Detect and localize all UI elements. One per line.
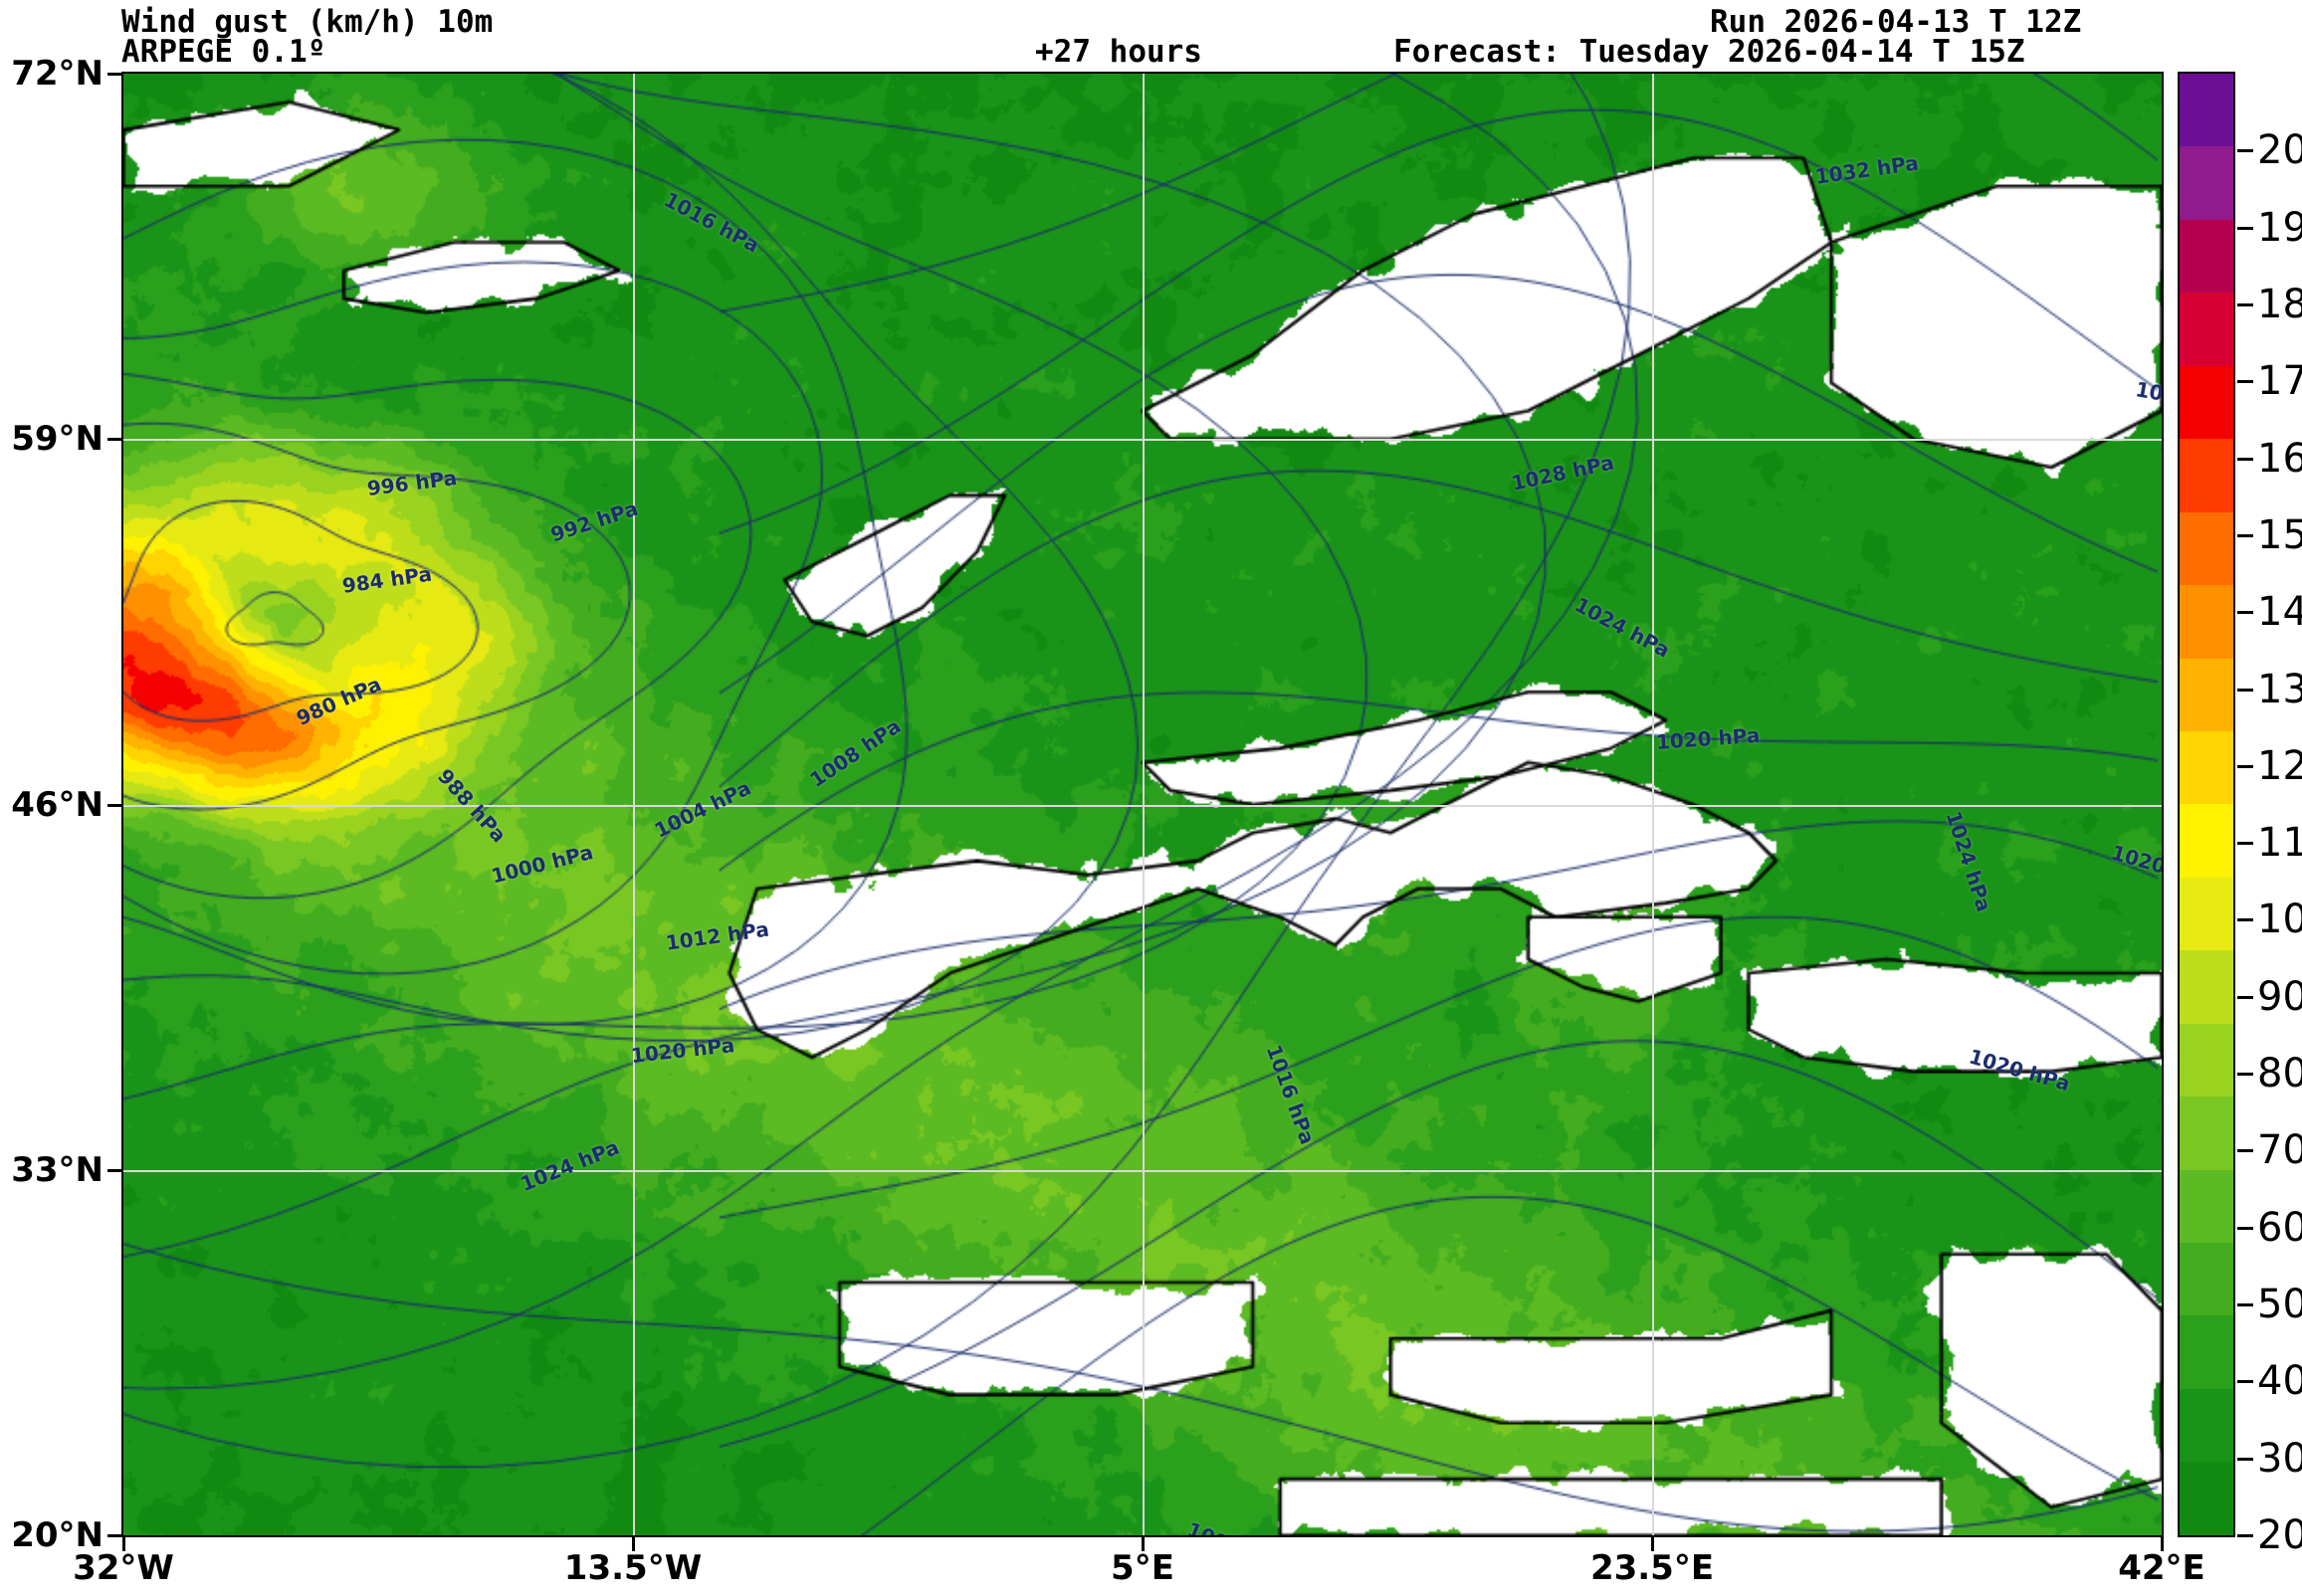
y-axis-tick [107,73,121,76]
colorbar-band [2180,365,2233,440]
colorbar-tick [2237,149,2253,153]
colorbar-tick [2237,380,2253,384]
colorbar-band [2180,293,2233,366]
x-axis-tick-label: 42°E [2118,1548,2205,1588]
lead-time-label: +27 hours [1035,34,1202,70]
colorbar-band [2180,730,2233,805]
colorbar-tick-label: 180 [2257,281,2302,327]
colorbar-band [2180,439,2233,512]
y-axis-tick [107,438,121,442]
colorbar-band [2180,877,2233,951]
colorbar-tick [2237,1534,2253,1537]
colorbar [2178,72,2235,1537]
colorbar-tick-label: 50 [2257,1282,2302,1328]
colorbar-band [2180,585,2233,659]
colorbar-tick [2237,457,2253,461]
colorbar-tick-label: 100 [2257,897,2302,943]
colorbar-band [2180,219,2233,294]
colorbar-tick-label: 200 [2257,127,2302,174]
x-axis-tick [122,1537,125,1551]
colorbar-tick [2237,1457,2253,1461]
colorbar-tick-label: 80 [2257,1051,2302,1097]
colorbar-band [2180,1388,2233,1463]
colorbar-band [2180,1097,2233,1170]
colorbar-tick [2237,688,2253,692]
x-axis-tick [1142,1537,1145,1551]
colorbar-band [2180,1169,2233,1243]
x-axis-tick-label: 5°E [1111,1548,1174,1588]
colorbar-tick-label: 190 [2257,204,2302,251]
y-axis-tick-label: 72°N [11,54,104,94]
colorbar-band [2180,511,2233,586]
x-axis-tick-label: 23.5°E [1589,1548,1715,1588]
colorbar-tick-label: 90 [2257,973,2302,1020]
colorbar-tick-label: 160 [2257,435,2302,482]
colorbar-tick-label: 140 [2257,589,2302,636]
run-timestamp-label: Run 2026-04-13 T 12Z [1710,4,2082,40]
colorbar-tick [2237,842,2253,846]
colorbar-tick-label: 150 [2257,511,2302,558]
colorbar-band [2180,950,2233,1024]
colorbar-band [2180,658,2233,731]
colorbar-band [2180,1462,2233,1535]
y-axis-tick-label: 46°N [11,784,104,825]
colorbar-tick-label: 110 [2257,820,2302,867]
wind-gust-field [123,74,2162,1535]
y-axis-tick-label: 59°N [11,419,104,460]
page-title: Wind gust (km/h) 10m [121,4,494,40]
y-axis-tick-label: 20°N [11,1515,104,1555]
colorbar-tick [2237,533,2253,537]
colorbar-tick [2237,1073,2253,1077]
x-axis-tick [2161,1537,2164,1551]
colorbar-band [2180,146,2233,220]
x-axis-tick [1651,1537,1654,1551]
y-axis-tick [107,1534,121,1537]
colorbar-band [2180,1243,2233,1316]
colorbar-tick [2237,226,2253,230]
model-label: ARPEGE 0.1º [121,34,326,70]
colorbar-tick [2237,1380,2253,1384]
y-axis-tick-label: 33°N [11,1149,104,1190]
colorbar-tick [2237,764,2253,768]
colorbar-tick [2237,611,2253,615]
y-axis-tick [107,1168,121,1172]
colorbar-tick-label: 40 [2257,1358,2302,1405]
colorbar-tick-label: 20 [2257,1512,2302,1558]
x-axis-tick-label: 32°W [73,1548,174,1588]
colorbar-tick [2237,995,2253,999]
x-axis-tick-label: 13.5°W [563,1548,703,1588]
colorbar-band [2180,74,2233,147]
colorbar-tick-label: 30 [2257,1435,2302,1482]
colorbar-band [2180,1023,2233,1097]
map-plot-area[interactable]: 1016 hPa 1032 hPa 996 hPa 992 hPa 984 hPa 980… [121,72,2164,1537]
colorbar-tick [2237,1149,2253,1153]
colorbar-tick-label: 60 [2257,1204,2302,1251]
forecast-valid-label: Forecast: Tuesday 2026-04-14 T 15Z [1393,34,2025,70]
colorbar-tick [2237,1226,2253,1230]
y-axis-tick [107,803,121,807]
colorbar-band [2180,804,2233,878]
colorbar-tick [2237,1303,2253,1307]
colorbar-tick-label: 170 [2257,358,2302,405]
x-axis-tick [632,1537,635,1551]
colorbar-tick [2237,302,2253,306]
colorbar-tick-label: 70 [2257,1127,2302,1174]
colorbar-tick [2237,918,2253,922]
colorbar-tick-label: 130 [2257,666,2302,712]
colorbar-band [2180,1315,2233,1389]
colorbar-tick-label: 120 [2257,742,2302,789]
